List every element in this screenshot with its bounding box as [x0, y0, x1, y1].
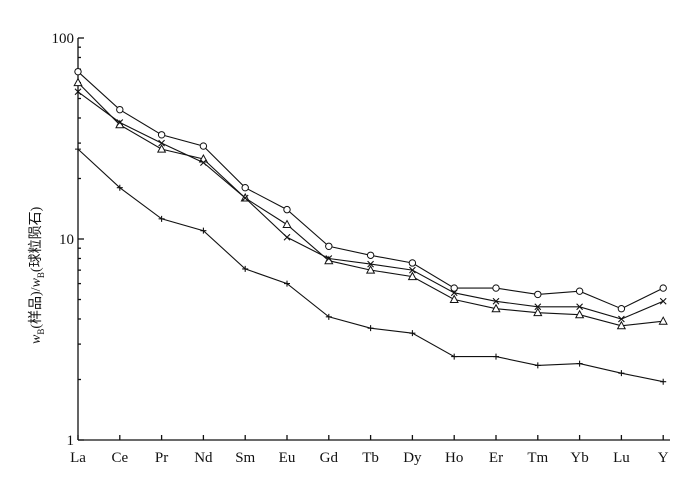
data-point-circle	[450, 284, 458, 292]
data-point-circle	[74, 67, 82, 76]
data-point-circle	[241, 183, 249, 192]
data-point-triangle	[73, 77, 83, 87]
y-label-paren2: (球粒陨石)	[28, 206, 44, 272]
data-point-triangle	[491, 303, 501, 313]
data-point-circle	[492, 284, 500, 292]
data-point-x	[618, 315, 625, 323]
data-point-plus	[493, 353, 499, 360]
data-point-circle	[199, 142, 208, 150]
series-triangle	[73, 77, 668, 330]
data-point-x	[200, 159, 207, 166]
data-point-circle	[659, 284, 667, 292]
chart-axes	[77, 38, 670, 441]
data-point-plus	[367, 325, 374, 332]
data-point-x	[450, 289, 458, 297]
data-point-plus	[576, 360, 583, 367]
data-point-x	[367, 260, 374, 268]
data-point-triangle	[282, 219, 292, 229]
data-point-circle	[325, 242, 333, 250]
series-plus	[75, 146, 667, 385]
y-label-sub2: B	[36, 272, 46, 278]
data-point-plus	[284, 280, 290, 287]
x-ticks: La Ce Pr Nd Sm Eu Gd Tb Dy Ho Er Tm Yb Lu Y	[70, 435, 669, 466]
data-point-triangle	[407, 271, 418, 281]
data-point-x	[534, 303, 542, 311]
series-line	[77, 82, 664, 327]
x-tick-label: Sm	[235, 450, 255, 466]
data-point-triangle	[658, 316, 668, 325]
x-tick-label: Tb	[362, 450, 379, 466]
x-tick-label: Ho	[445, 450, 463, 466]
data-point-circle	[116, 105, 124, 114]
data-point-circle	[617, 305, 626, 313]
data-point-x	[116, 119, 124, 126]
data-point-circle	[534, 290, 542, 299]
data-point-x	[283, 233, 291, 241]
x-tick-label: Lu	[613, 450, 630, 466]
data-point-x	[492, 297, 500, 305]
data-point-x	[325, 255, 333, 262]
y-label-paren1: (样品)/	[28, 287, 44, 328]
x-tick-label: Y	[658, 450, 669, 466]
x-tick-label: Eu	[279, 450, 296, 466]
data-point-plus	[451, 353, 458, 360]
x-tick-label: Gd	[320, 450, 339, 466]
data-point-plus	[325, 313, 332, 320]
x-tick-label: Tm	[527, 450, 548, 466]
data-point-triangle	[449, 294, 459, 304]
x-tick-label: Nd	[194, 450, 213, 466]
y-tick-label: 100	[52, 31, 75, 47]
data-point-plus	[75, 146, 81, 153]
data-point-x	[241, 194, 249, 202]
data-point-x	[576, 303, 583, 311]
data-point-plus	[200, 227, 207, 234]
x-tick-label: Pr	[155, 450, 168, 466]
series-circle	[74, 67, 667, 313]
x-tick-label: Dy	[403, 450, 422, 466]
data-point-triangle	[365, 265, 376, 274]
data-point-x	[158, 139, 165, 147]
data-point-x	[659, 297, 667, 305]
data-point-triangle	[156, 144, 167, 153]
y-tick-label: 1	[67, 433, 75, 449]
y-axis-label: wB(样品)/wB(球粒陨石)	[28, 206, 46, 344]
data-point-plus	[660, 378, 667, 385]
x-tick-label: Yb	[570, 450, 588, 466]
data-point-circle	[366, 251, 375, 259]
data-point-triangle	[574, 309, 585, 319]
data-point-circle	[575, 287, 584, 295]
data-point-circle	[408, 259, 417, 267]
data-point-triangle	[533, 307, 543, 317]
y-label-sub1: B	[36, 329, 46, 335]
y-label-w2: w	[29, 277, 44, 287]
y-tick-label: 10	[59, 232, 74, 248]
data-point-plus	[158, 215, 165, 222]
x-tick-label: Er	[489, 450, 503, 466]
data-point-x	[74, 88, 82, 96]
data-point-plus	[618, 370, 625, 377]
y-ticks: 1 10 100	[52, 31, 84, 449]
data-point-plus	[534, 362, 541, 369]
x-tick-label: Ce	[111, 450, 128, 466]
x-tick-label: La	[70, 450, 86, 466]
y-label-w1: w	[29, 334, 44, 344]
series-x	[74, 88, 667, 323]
data-point-circle	[157, 131, 166, 139]
data-point-plus	[409, 330, 416, 337]
series-line	[77, 91, 664, 320]
data-point-plus	[242, 265, 249, 272]
data-point-plus	[116, 184, 123, 191]
series-group	[73, 67, 668, 385]
data-point-circle	[283, 205, 291, 214]
data-point-triangle	[616, 320, 627, 330]
data-point-x	[409, 266, 416, 274]
